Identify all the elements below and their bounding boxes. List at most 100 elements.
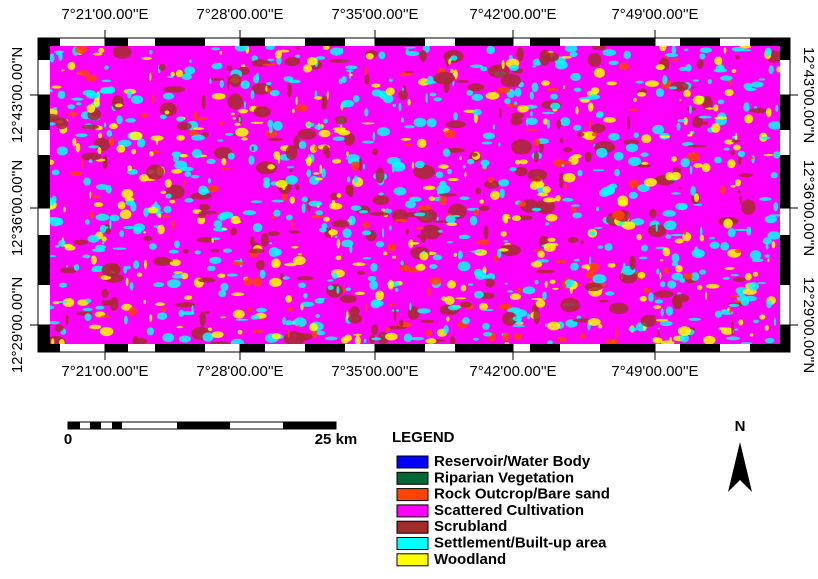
raster-patch — [433, 72, 454, 85]
raster-patch — [96, 214, 110, 221]
right-coordinate: 12°29'00.00''N — [800, 277, 817, 373]
raster-patch — [165, 111, 170, 115]
raster-patch — [714, 57, 722, 65]
raster-patch — [577, 132, 584, 137]
raster-patch — [660, 321, 673, 326]
raster-patch — [272, 333, 281, 339]
raster-patch — [549, 280, 555, 284]
raster-patch — [321, 95, 328, 110]
raster-patch — [738, 190, 740, 194]
raster-patch — [220, 283, 228, 291]
raster-patch — [163, 93, 174, 100]
raster-patch — [730, 150, 735, 155]
legend-label: Rock Outcrop/Bare sand — [434, 486, 610, 503]
raster-patch — [172, 274, 183, 279]
raster-patch — [693, 79, 699, 82]
frame-segment — [600, 38, 655, 46]
raster-patch — [332, 273, 338, 279]
raster-patch — [509, 55, 513, 60]
bottom-coordinate: 7°21'00.00''E — [61, 363, 148, 380]
raster-patch — [228, 153, 235, 160]
raster-patch — [379, 51, 386, 59]
raster-patch — [314, 124, 322, 129]
raster-patch — [560, 298, 580, 312]
raster-patch — [656, 223, 658, 232]
raster-patch — [476, 240, 490, 245]
raster-patch — [683, 229, 686, 236]
raster-patch — [730, 295, 741, 297]
raster-patch — [227, 65, 233, 71]
raster-patch — [748, 282, 759, 291]
raster-patch — [154, 201, 157, 206]
raster-patch — [348, 74, 352, 76]
raster-patch — [690, 166, 693, 175]
raster-patch — [734, 229, 748, 231]
raster-patch — [547, 238, 555, 242]
raster-patch — [155, 302, 165, 306]
raster-patch — [523, 286, 536, 294]
raster-patch — [251, 200, 263, 203]
raster-patch — [483, 332, 492, 337]
raster-patch — [199, 211, 218, 215]
raster-patch — [346, 287, 351, 291]
raster-patch — [173, 154, 179, 162]
raster-patch — [526, 118, 528, 126]
raster-patch — [231, 216, 241, 224]
raster-patch — [433, 254, 442, 260]
raster-patch — [530, 111, 533, 116]
raster-patch — [102, 80, 112, 83]
raster-patch — [483, 309, 494, 311]
raster-patch — [534, 151, 539, 163]
raster-patch — [486, 92, 500, 100]
raster-patch — [500, 188, 505, 198]
raster-patch — [271, 200, 283, 203]
raster-patch — [415, 227, 424, 231]
raster-patch — [536, 300, 546, 308]
raster-patch — [194, 111, 198, 120]
raster-patch — [302, 203, 306, 213]
raster-patch — [516, 288, 522, 293]
raster-patch — [543, 186, 551, 193]
raster-patch — [184, 66, 195, 74]
raster-patch — [311, 214, 323, 218]
frame-segment — [305, 38, 345, 46]
raster-patch — [727, 307, 730, 310]
raster-patch — [325, 337, 338, 341]
raster-patch — [141, 57, 151, 60]
raster-patch — [724, 148, 730, 151]
raster-patch — [207, 266, 216, 271]
raster-patch — [116, 115, 123, 124]
raster-patch — [456, 80, 469, 83]
raster-patch — [447, 178, 459, 181]
raster-patch — [160, 102, 177, 116]
raster-patch — [238, 109, 248, 114]
raster-patch — [672, 46, 677, 55]
raster-patch — [230, 227, 237, 235]
raster-patch — [393, 104, 397, 107]
frame-segment — [600, 344, 655, 352]
raster-patch — [765, 325, 769, 331]
raster-patch — [345, 65, 357, 69]
raster-patch — [267, 59, 274, 62]
raster-patch — [693, 163, 703, 168]
frame-segment — [680, 344, 720, 352]
raster-patch — [715, 310, 722, 317]
raster-patch — [297, 333, 313, 341]
raster-patch — [176, 135, 185, 141]
raster-patch — [291, 246, 298, 249]
raster-patch — [183, 180, 186, 186]
raster-patch — [699, 53, 705, 59]
raster-patch — [268, 231, 280, 236]
raster-patch — [546, 214, 558, 221]
frame-segment — [38, 38, 50, 60]
map-figure: LEGEND N 7°21'00.00''E7°21'00.00''E7°28'… — [0, 0, 818, 574]
raster-patch — [260, 270, 266, 279]
raster-patch — [661, 340, 675, 345]
raster-patch — [292, 109, 295, 114]
raster-patch — [267, 164, 275, 169]
raster-patch — [507, 290, 513, 293]
raster-patch — [332, 200, 336, 209]
raster-patch — [480, 67, 487, 72]
raster-patch — [273, 210, 280, 217]
raster-patch — [526, 129, 539, 131]
